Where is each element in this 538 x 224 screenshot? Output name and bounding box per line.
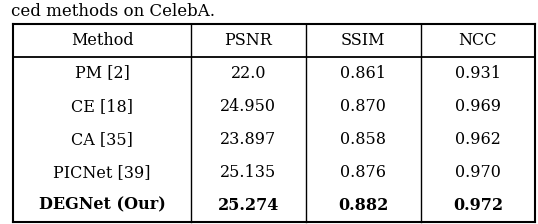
Text: 0.931: 0.931 — [455, 65, 501, 82]
Text: 0.876: 0.876 — [340, 164, 386, 181]
Text: 0.962: 0.962 — [455, 131, 501, 148]
Text: SSIM: SSIM — [341, 32, 385, 49]
Text: 23.897: 23.897 — [220, 131, 277, 148]
Text: ced methods on CelebA.: ced methods on CelebA. — [11, 3, 215, 20]
Text: 0.858: 0.858 — [340, 131, 386, 148]
Text: DEGNet (Our): DEGNet (Our) — [39, 197, 166, 214]
Text: PICNet [39]: PICNet [39] — [53, 164, 151, 181]
Text: CA [35]: CA [35] — [71, 131, 133, 148]
Text: 0.882: 0.882 — [338, 197, 388, 214]
Text: 24.950: 24.950 — [220, 98, 277, 115]
Text: 25.135: 25.135 — [220, 164, 277, 181]
Text: CE [18]: CE [18] — [71, 98, 133, 115]
Text: NCC: NCC — [459, 32, 497, 49]
Text: Method: Method — [71, 32, 133, 49]
Text: 0.970: 0.970 — [455, 164, 501, 181]
Text: 25.274: 25.274 — [217, 197, 279, 214]
Text: 22.0: 22.0 — [231, 65, 266, 82]
Text: PM [2]: PM [2] — [75, 65, 130, 82]
Text: 0.972: 0.972 — [453, 197, 503, 214]
Text: 0.969: 0.969 — [455, 98, 501, 115]
Text: 0.861: 0.861 — [340, 65, 386, 82]
Text: PSNR: PSNR — [224, 32, 272, 49]
Text: 0.870: 0.870 — [340, 98, 386, 115]
